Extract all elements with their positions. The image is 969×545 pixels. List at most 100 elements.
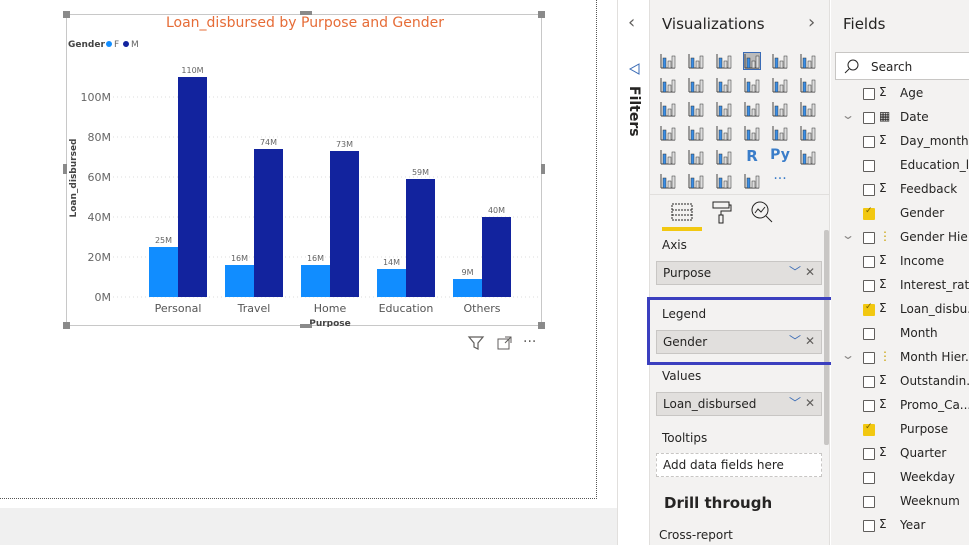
field-checkbox[interactable] — [863, 520, 875, 532]
chevron-down-icon[interactable]: ﹀ — [788, 396, 801, 410]
python-visual-icon[interactable]: Py — [770, 147, 790, 163]
field-item[interactable]: Σ Outstandin... — [831, 370, 969, 394]
stacked-bar-icon[interactable] — [658, 51, 678, 71]
slicer-icon[interactable] — [658, 147, 678, 167]
card-icon[interactable] — [742, 123, 762, 143]
decomposition-tree-icon[interactable] — [658, 171, 678, 191]
field-checkbox[interactable] — [863, 88, 875, 100]
field-item[interactable]: Σ Promo_Ca... — [831, 394, 969, 418]
values-well-field[interactable]: Loan_disbursed ﹀ ✕ — [656, 392, 822, 416]
fields-tab-icon[interactable] — [670, 201, 694, 223]
chevron-down-icon[interactable]: ﹀ — [788, 334, 801, 348]
field-checkbox[interactable] — [863, 352, 875, 364]
field-checkbox[interactable] — [863, 328, 875, 340]
more-icon[interactable]: ··· — [773, 171, 787, 187]
100-stacked-bar-icon[interactable] — [770, 51, 790, 71]
field-item[interactable]: Weekday — [831, 466, 969, 490]
resize-handle[interactable] — [63, 164, 67, 174]
ribbon-icon[interactable] — [798, 75, 818, 95]
r-visual-icon[interactable]: R — [746, 147, 758, 165]
field-checkbox[interactable] — [863, 302, 875, 316]
treemap-icon[interactable] — [798, 99, 818, 119]
funnel-icon[interactable] — [686, 99, 706, 119]
field-checkbox[interactable] — [863, 256, 875, 268]
scrollbar[interactable] — [824, 230, 829, 445]
field-checkbox[interactable] — [863, 400, 875, 412]
field-checkbox[interactable] — [863, 376, 875, 388]
power-apps-icon[interactable] — [742, 171, 762, 191]
matrix-icon[interactable] — [714, 147, 734, 167]
arcgis-icon[interactable] — [714, 171, 734, 191]
field-checkbox[interactable] — [863, 160, 875, 172]
resize-handle[interactable] — [300, 324, 312, 328]
field-checkbox[interactable] — [863, 136, 875, 148]
resize-handle[interactable] — [63, 11, 70, 18]
resize-handle[interactable] — [541, 164, 545, 174]
area-icon[interactable] — [686, 75, 706, 95]
qa-icon[interactable] — [686, 171, 706, 191]
field-item[interactable]: ⌄ ⋮ Month Hier... — [831, 346, 969, 370]
collapse-filters-button[interactable]: ‹ — [628, 12, 636, 33]
resize-handle[interactable] — [300, 11, 312, 15]
filters-pane[interactable]: ‹ Filters — [617, 0, 650, 545]
field-item[interactable]: ⌄ ⋮ Gender Hie... — [831, 226, 969, 250]
field-checkbox[interactable] — [863, 184, 875, 196]
field-checkbox[interactable] — [863, 472, 875, 484]
expand-button[interactable]: › — [808, 12, 816, 33]
field-checkbox[interactable] — [863, 112, 875, 124]
100-stacked-column-icon[interactable] — [798, 51, 818, 71]
filled-map-icon[interactable] — [686, 123, 706, 143]
format-paint-roller-icon[interactable] — [710, 200, 732, 224]
clustered-bar-icon[interactable] — [714, 51, 734, 71]
field-item[interactable]: Σ Year — [831, 514, 969, 538]
field-item[interactable]: Σ Day_month — [831, 130, 969, 154]
remove-icon[interactable]: ✕ — [804, 396, 815, 410]
field-checkbox[interactable] — [863, 206, 875, 220]
field-item[interactable]: ⌄ ▦ Date — [831, 106, 969, 130]
field-item[interactable]: Purpose — [831, 418, 969, 442]
resize-handle[interactable] — [538, 11, 545, 18]
multi-row-card-icon[interactable] — [770, 123, 790, 143]
line-icon[interactable] — [658, 75, 678, 95]
analytics-magnifier-icon[interactable] — [750, 200, 774, 224]
waterfall-icon[interactable] — [658, 99, 678, 119]
field-item[interactable]: Σ Feedback — [831, 178, 969, 202]
field-item[interactable]: Weeknum — [831, 490, 969, 514]
chevron-down-icon[interactable]: ⌄ — [840, 348, 856, 362]
remove-icon[interactable]: ✕ — [804, 265, 815, 279]
field-checkbox[interactable] — [863, 448, 875, 460]
field-checkbox[interactable] — [863, 232, 875, 244]
remove-icon[interactable]: ✕ — [804, 334, 815, 348]
field-item[interactable]: Month — [831, 322, 969, 346]
chevron-down-icon[interactable]: ﹀ — [788, 265, 801, 279]
field-checkbox[interactable] — [863, 422, 875, 436]
table-icon[interactable] — [686, 147, 706, 167]
key-influencers-icon[interactable] — [798, 147, 818, 167]
field-item[interactable]: Σ Income — [831, 250, 969, 274]
legend-well-field[interactable]: Gender ﹀ ✕ — [656, 330, 822, 354]
resize-handle[interactable] — [63, 322, 70, 329]
field-item[interactable]: Σ Loan_disbu... — [831, 298, 969, 322]
map-icon[interactable] — [658, 123, 678, 143]
field-checkbox[interactable] — [863, 280, 875, 292]
scatter-icon[interactable] — [714, 99, 734, 119]
clustered-column-icon[interactable] — [742, 51, 762, 71]
stacked-column-icon[interactable] — [686, 51, 706, 71]
focus-mode-icon[interactable] — [496, 335, 514, 351]
chevron-down-icon[interactable]: ⌄ — [840, 108, 856, 122]
clustered-column-chart-visual[interactable]: Loan_disbursed by Purpose and Gender Gend… — [66, 14, 542, 329]
field-item[interactable]: Σ Interest_rate — [831, 274, 969, 298]
field-item[interactable]: Education_l... — [831, 154, 969, 178]
filter-icon[interactable] — [467, 335, 485, 351]
field-item[interactable]: Σ Age — [831, 84, 969, 106]
chevron-down-icon[interactable]: ⌄ — [840, 228, 856, 242]
tooltips-drop-zone[interactable]: Add data fields here — [656, 453, 822, 477]
more-options-button[interactable]: ··· — [523, 334, 537, 350]
gauge-icon[interactable] — [714, 123, 734, 143]
search-input[interactable]: Search — [835, 52, 969, 80]
donut-icon[interactable] — [770, 99, 790, 119]
field-item[interactable]: Gender — [831, 202, 969, 226]
line-and-column-icon[interactable] — [742, 75, 762, 95]
axis-well-field[interactable]: Purpose ﹀ ✕ — [656, 261, 822, 285]
stacked-area-icon[interactable] — [714, 75, 734, 95]
